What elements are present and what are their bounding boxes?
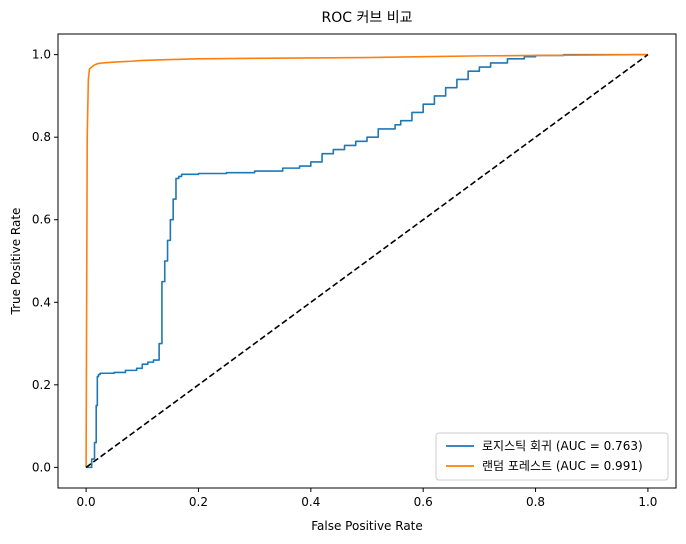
x-tick-label: 0.6 bbox=[414, 495, 433, 509]
x-tick-label: 0.4 bbox=[301, 495, 320, 509]
y-tick-label: 0.8 bbox=[32, 130, 51, 144]
legend-entry-label: 랜덤 포레스트 (AUC = 0.991) bbox=[482, 459, 643, 473]
legend: 로지스틱 회귀 (AUC = 0.763) 랜덤 포레스트 (AUC = 0.99… bbox=[435, 432, 669, 481]
y-axis-ticks: 0.0 0.2 0.4 0.6 0.8 1.0 bbox=[32, 48, 58, 474]
y-tick-label: 0.0 bbox=[32, 460, 51, 474]
series-layer bbox=[85, 53, 649, 469]
x-tick-label: 0.0 bbox=[77, 495, 96, 509]
legend-entry-label: 로지스틱 회귀 (AUC = 0.763) bbox=[482, 439, 643, 453]
x-axis-ticks: 0.0 0.2 0.4 0.6 0.8 1.0 bbox=[77, 488, 657, 509]
x-tick-label: 1.0 bbox=[638, 495, 657, 509]
x-axis-label: False Positive Rate bbox=[311, 519, 423, 533]
plot-frame bbox=[57, 33, 677, 489]
x-tick-label: 0.8 bbox=[526, 495, 545, 509]
y-axis-label: True Positive Rate bbox=[9, 208, 23, 316]
y-tick-label: 0.6 bbox=[32, 213, 51, 227]
chart-title: ROC 커브 비교 bbox=[322, 10, 413, 26]
roc-series-line-1 bbox=[85, 53, 648, 468]
x-tick-label: 0.2 bbox=[189, 495, 208, 509]
legend-box bbox=[435, 432, 669, 481]
y-tick-label: 0.4 bbox=[32, 295, 51, 309]
y-tick-label: 0.2 bbox=[32, 378, 51, 392]
y-tick-label: 1.0 bbox=[32, 48, 51, 62]
roc-series-line-0 bbox=[86, 53, 648, 469]
chance-diagonal-line bbox=[85, 53, 649, 469]
